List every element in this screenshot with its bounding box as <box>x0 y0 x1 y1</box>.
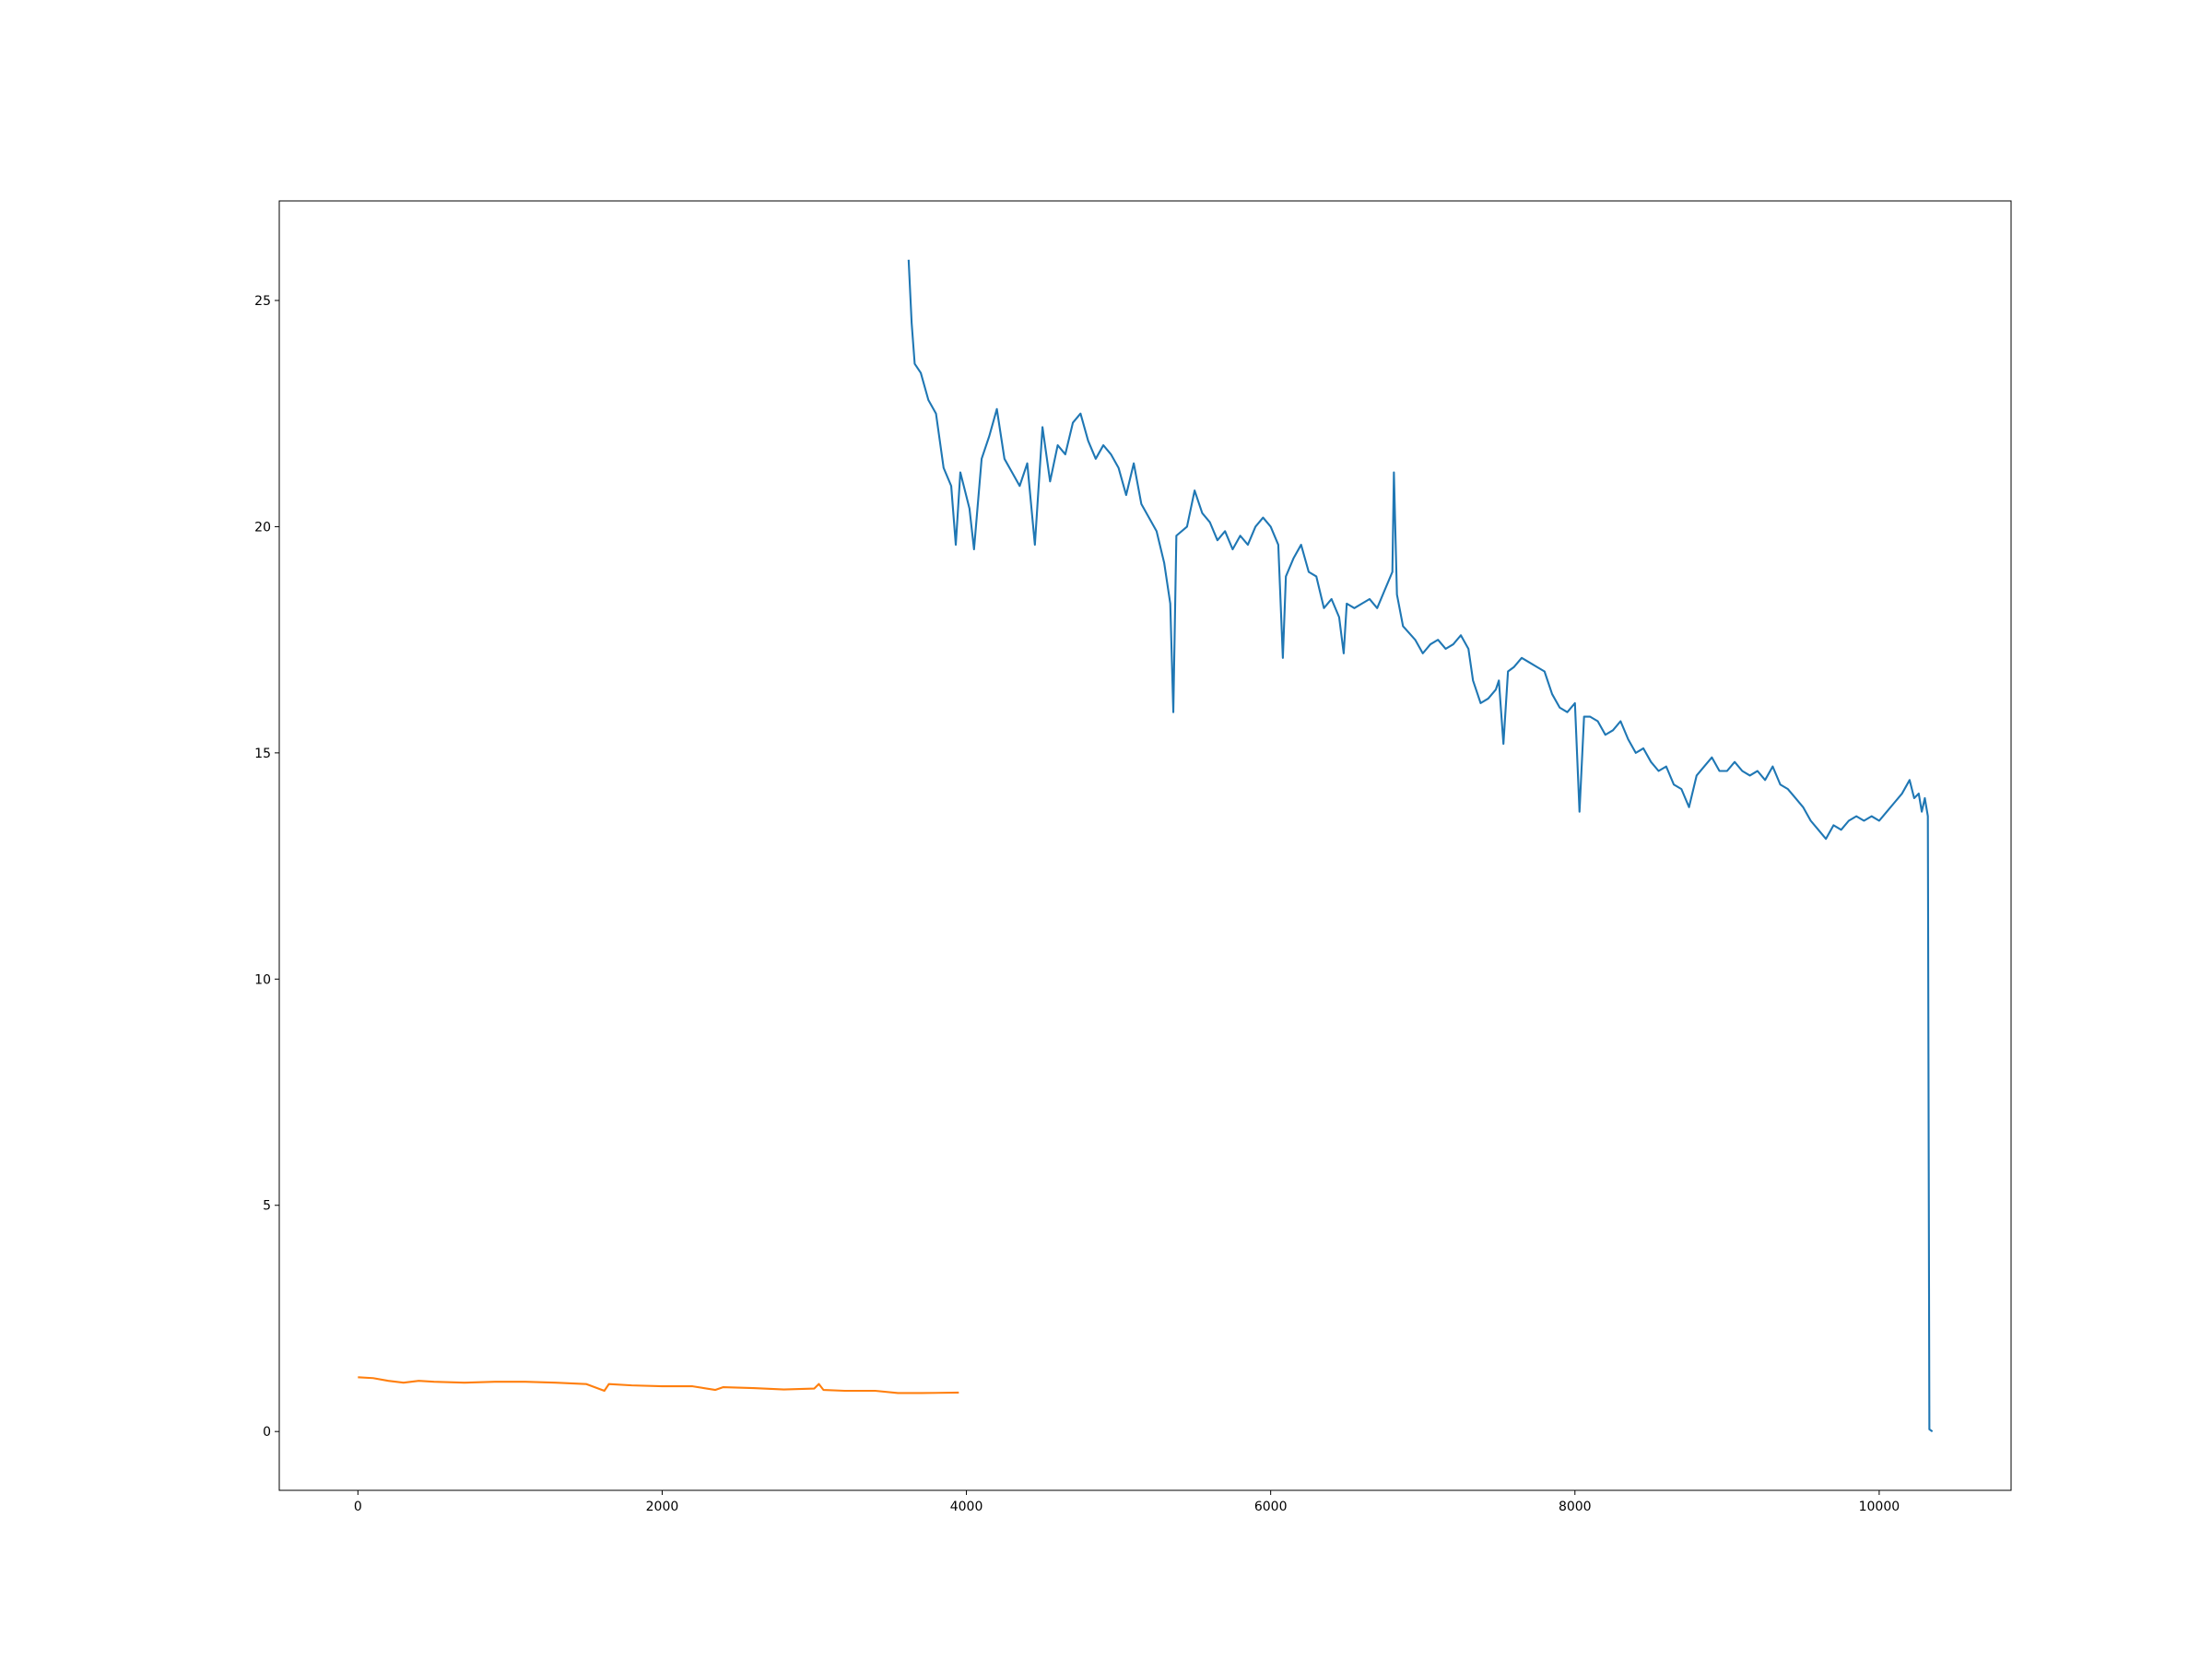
x-tick-label: 10000 <box>1859 1500 1900 1514</box>
y-tick-label: 5 <box>263 1199 271 1214</box>
axes-frame <box>278 200 2012 1491</box>
y-tick-label: 0 <box>263 1425 271 1440</box>
data-line <box>358 1376 959 1394</box>
plot-area: 0 2000 4000 6000 8000 10000 0 5 10 15 20 25 <box>254 259 1934 1514</box>
x-tick-label: 8000 <box>1559 1500 1592 1514</box>
x-tick-label: 2000 <box>646 1500 679 1514</box>
data-line <box>907 259 1934 1433</box>
y-tick-label: 10 <box>254 972 271 987</box>
y-tick-label: 20 <box>254 520 271 535</box>
x-tick-label: 0 <box>354 1500 362 1514</box>
y-tick-label: 15 <box>254 747 271 761</box>
y-tick-label: 25 <box>254 294 271 309</box>
x-tick-label: 6000 <box>1254 1500 1288 1514</box>
x-tick-label: 4000 <box>950 1500 983 1514</box>
